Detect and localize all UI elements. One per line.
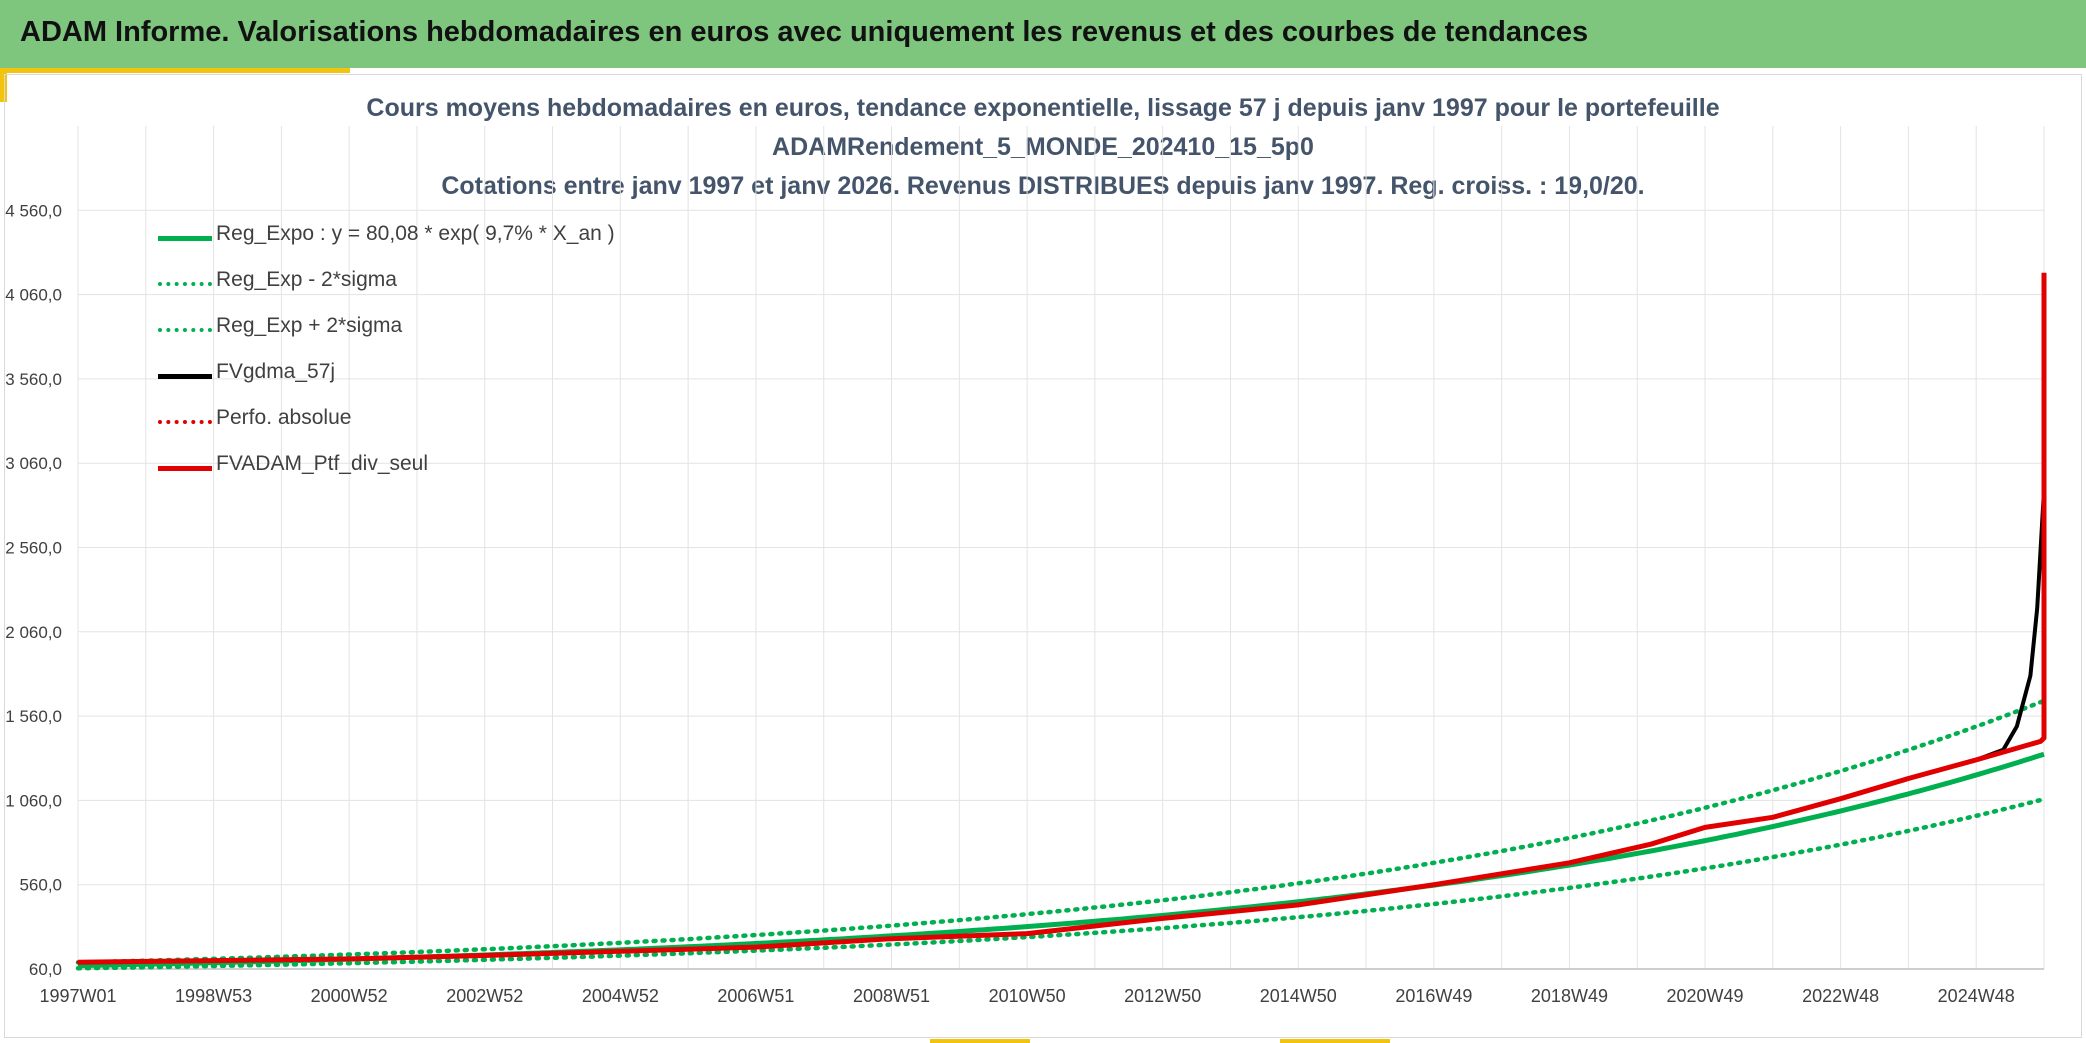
y-tick-label: 2 560,0 [5,539,62,558]
series-reg-plus-2sigma [75,698,2047,965]
bottom-accent-1 [930,1039,1030,1043]
legend-swatch-reg-plus [158,328,212,332]
y-tick-label: 560,0 [19,876,62,895]
accent-corner [0,68,7,102]
x-tick-label: 2002W52 [446,986,523,1006]
x-tick-label: 2014W50 [1260,986,1337,1006]
series-fvadam-ptf [77,272,2047,965]
accent-bar [0,68,350,73]
x-tick-label: 2010W50 [989,986,1066,1006]
x-tick-label: 2016W49 [1395,986,1472,1006]
series-reg-minus-2sigma [75,796,2047,971]
x-tick-label: 2008W51 [853,986,930,1006]
legend-label-gdma: FVgdma_57j [216,360,336,383]
chart-title-line-1: Cours moyens hebdomadaires en euros, ten… [366,94,1720,122]
legend-item-gdma: FVgdma_57j [158,360,758,390]
chart-frame [4,74,2082,1038]
legend-item-reg-expo: Reg_Expo : y = 80,08 * exp( 9,7% * X_an … [158,222,758,252]
legend-item-reg-minus: Reg_Exp - 2*sigma [158,268,758,298]
x-tick-label: 2018W49 [1531,986,1608,1006]
chart-title-line-3: Cotations entre janv 1997 et janv 2026. … [441,172,1645,200]
legend-label-perfo: Perfo. absolue [216,406,352,429]
x-tick-label: 2000W52 [311,986,388,1006]
y-tick-label: 60,0 [29,960,62,979]
legend-swatch-reg-expo [158,236,212,241]
x-tick-label: 2012W50 [1124,986,1201,1006]
page-title: ADAM Informe. Valorisations hebdomadaire… [20,16,1589,48]
x-tick-label: 2024W48 [1938,986,2015,1006]
header-banner: ADAM Informe. Valorisations hebdomadaire… [0,0,2086,68]
x-tick-label: 1997W01 [39,986,116,1006]
legend-swatch-reg-minus [158,282,212,286]
y-tick-label: 1 060,0 [5,791,62,810]
chart-title-line-2: ADAMRendement_5_MONDE_202410_15_5p0 [772,133,1314,161]
y-tick-label: 1 560,0 [5,707,62,726]
legend-item-perfo: Perfo. absolue [158,406,758,436]
legend-label-portfolio: FVADAM_Ptf_div_seul [216,452,429,475]
y-tick-label: 3 060,0 [5,454,62,473]
y-tick-label: 4 560,0 [5,201,62,220]
series-fvgdma-57j [77,490,2046,965]
x-tick-label: 2004W52 [582,986,659,1006]
legend-label-reg-plus: Reg_Exp + 2*sigma [216,314,403,337]
y-tick-label: 3 560,0 [5,370,62,389]
legend-label-reg-expo: Reg_Expo : y = 80,08 * exp( 9,7% * X_an … [216,222,615,245]
bottom-accent-2 [1280,1039,1390,1043]
legend-swatch-perfo [158,420,212,424]
legend-swatch-gdma [158,374,212,379]
legend-swatch-portfolio [158,466,212,471]
legend-item-reg-plus: Reg_Exp + 2*sigma [158,314,758,344]
x-tick-label: 2006W51 [717,986,794,1006]
x-tick-label: 1998W53 [175,986,252,1006]
y-tick-label: 2 060,0 [5,623,62,642]
y-tick-label: 4 060,0 [5,286,62,305]
x-tick-label: 2020W49 [1667,986,1744,1006]
x-tick-label: 2022W48 [1802,986,1879,1006]
legend-label-reg-minus: Reg_Exp - 2*sigma [216,268,397,291]
legend-item-portfolio: FVADAM_Ptf_div_seul [158,452,758,482]
